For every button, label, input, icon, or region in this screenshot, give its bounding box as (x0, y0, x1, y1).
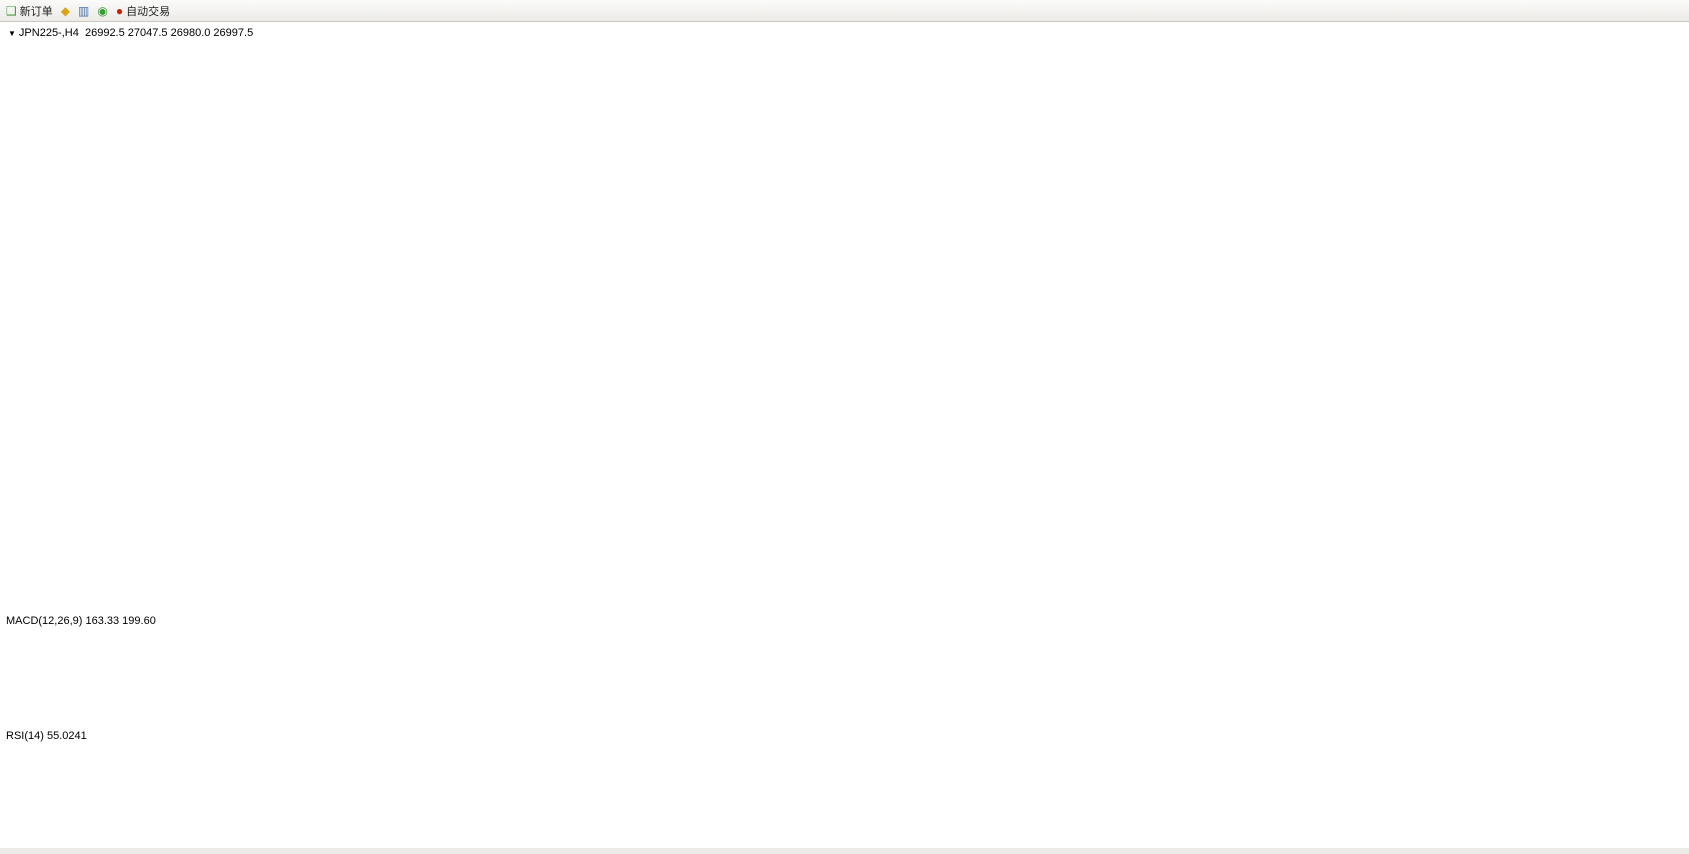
rsi-label: RSI(14) 55.0241 (6, 730, 87, 742)
new-order-icon: ❑ (6, 3, 17, 18)
market-watch-button[interactable]: ◆ (57, 1, 74, 21)
autotrading-button-label: 自动交易 (126, 5, 171, 18)
autotrading-button[interactable]: ● 自动交易 (112, 1, 174, 21)
new-order-button-label: 新订单 (19, 5, 53, 18)
symbol-dropdown-icon[interactable]: ▼ (8, 29, 16, 38)
chart-window: ▼ JPN225-,H4 26992.5 27047.5 26980.0 2699… (0, 22, 1689, 854)
market-watch-icon: ◆ (60, 3, 70, 18)
data-window-button[interactable]: ▥ (74, 1, 93, 21)
chart-title: ▼ JPN225-,H4 26992.5 27047.5 26980.0 2699… (8, 27, 253, 39)
navigator-icon: ◉ (97, 3, 108, 18)
symbol-label: JPN225-,H4 (18, 27, 79, 39)
toolbar: ❑ 新订单 ◆ ▥ ◉ ● 自动交易 (0, 0, 1689, 22)
new-order-button[interactable]: ❑ 新订单 (2, 1, 57, 21)
macd-label: MACD(12,26,9) 163.33 199.60 (6, 615, 156, 627)
autotrading-icon: ● (115, 3, 124, 18)
ohlc-values: 26992.5 27047.5 26980.0 26997.5 (84, 27, 254, 39)
navigator-button[interactable]: ◉ (93, 1, 111, 21)
data-window-icon: ▥ (78, 3, 90, 18)
window-bottom-edge (0, 848, 1689, 854)
chart-canvas (0, 22, 1689, 854)
